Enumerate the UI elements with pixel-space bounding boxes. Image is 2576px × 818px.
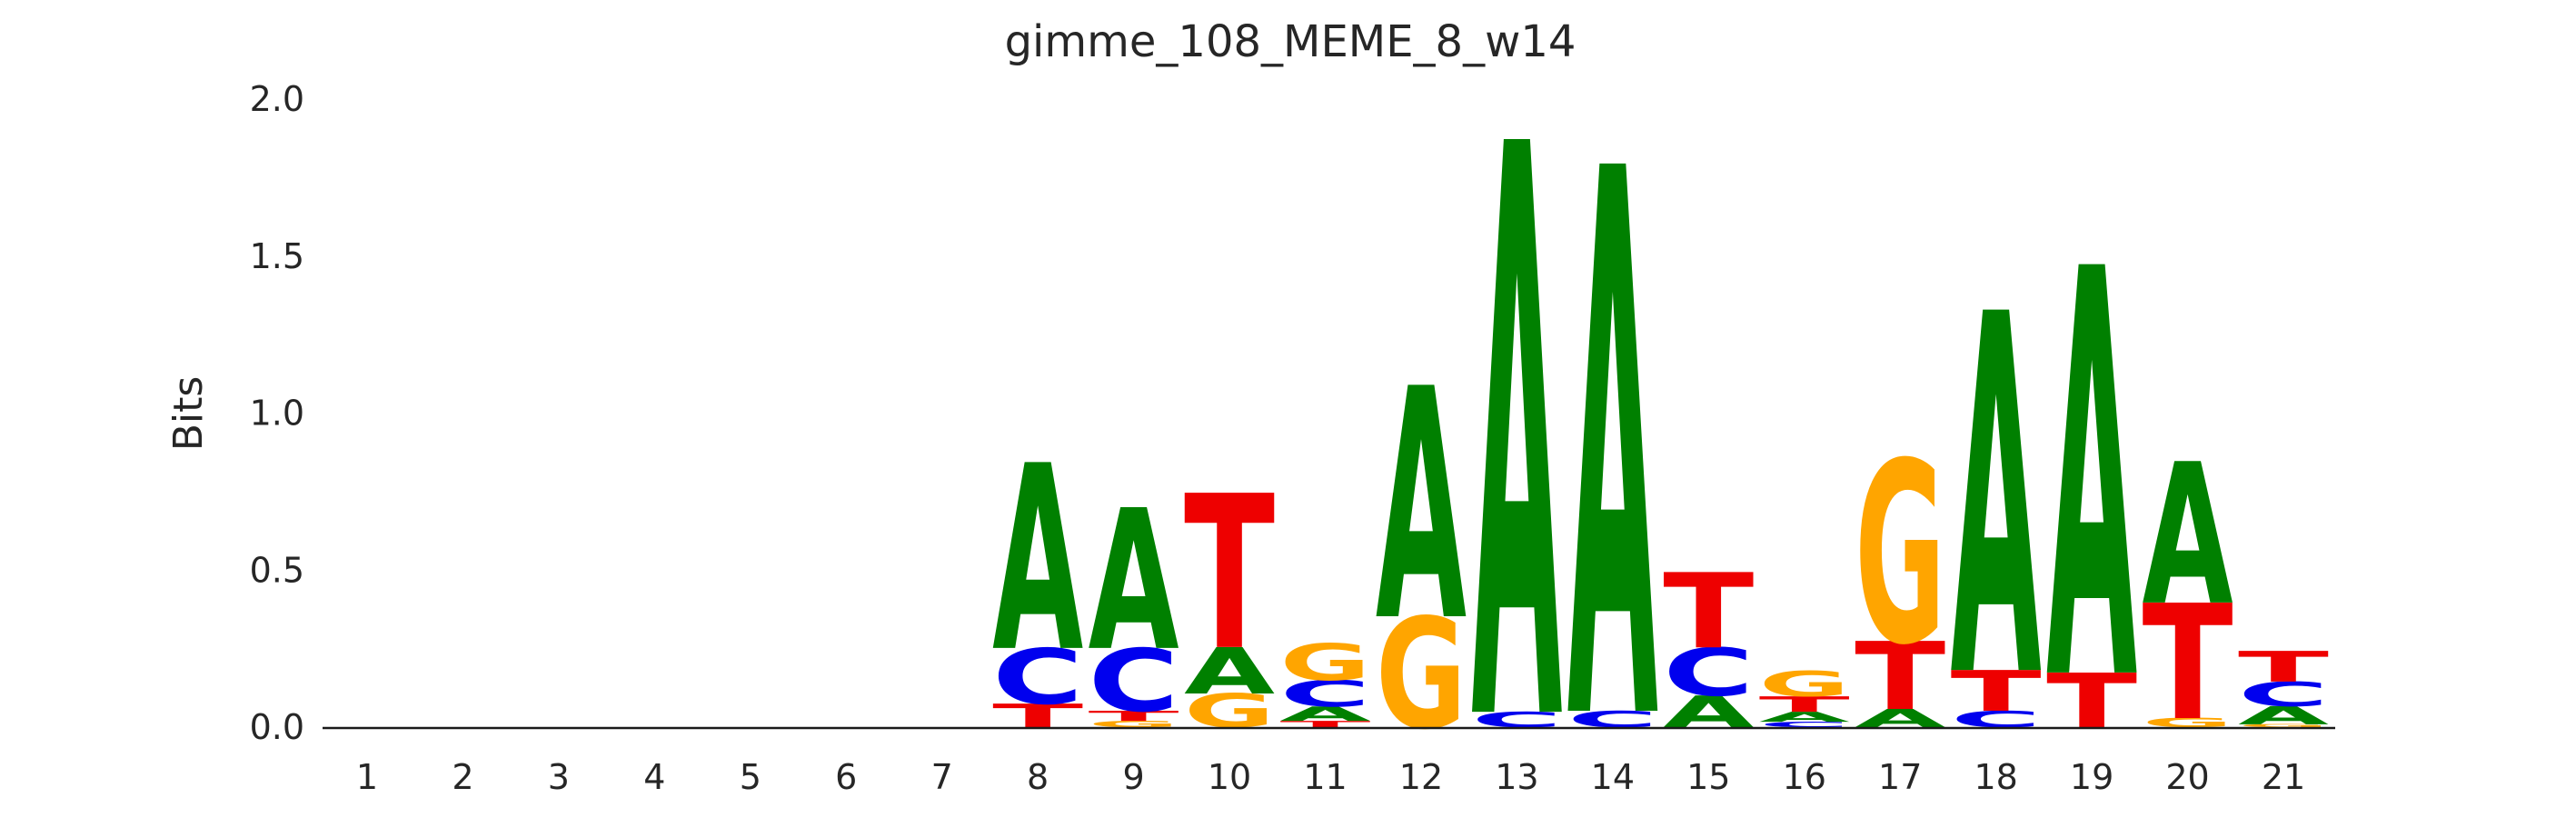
y-axis-ticks: 0.0 0.5 1.0 1.5 2.0 [250, 79, 304, 747]
logo-letter-A-pos14: A [1567, 14, 1659, 818]
x-tick-label: 15 [1686, 757, 1730, 797]
x-tick-label: 20 [2165, 757, 2209, 797]
logo-letter-T-pos10: T [1184, 452, 1275, 698]
logo-letter-A-pos12: A [1376, 322, 1467, 692]
logo-letter-G-pos11: G [1280, 633, 1371, 692]
y-tick-label: 1.5 [250, 236, 304, 276]
logo-letter-G-pos17: G [1855, 411, 1945, 701]
x-tick-label: 18 [1974, 757, 2017, 797]
logo-letter-A-pos15: A [1663, 687, 1754, 737]
logo-letter-T-pos16: T [1759, 693, 1850, 717]
x-tick-label: 7 [931, 757, 953, 797]
logo-letter-G-pos10: G [1184, 684, 1275, 738]
x-tick-label: 21 [2262, 757, 2305, 797]
logo-letter-A-pos20: A [2143, 424, 2233, 649]
x-axis-ticks: 1 2 3 4 5 6 7 8 9 10 11 12 13 14 15 16 17 18 19 20 21 [356, 757, 2305, 797]
x-tick-label: 19 [2070, 757, 2114, 797]
x-tick-label: 8 [1027, 757, 1049, 797]
x-tick-label: 11 [1303, 757, 1347, 797]
logo-letter-C-pos15: C [1663, 634, 1754, 712]
logo-letter-T-pos9: T [1089, 708, 1179, 724]
x-tick-label: 1 [356, 757, 378, 797]
logo-letter-A-pos18: A [1951, 211, 2043, 787]
logo-letter-A-pos11: A [1280, 703, 1371, 725]
logo-letter-T-pos19: T [2046, 657, 2137, 744]
logo-letter-C-pos11: C [1280, 673, 1371, 715]
x-tick-label: 14 [1591, 757, 1635, 797]
logo-letter-A-pos16: A [1759, 709, 1850, 725]
x-tick-label: 16 [1783, 757, 1826, 797]
logo-letter-C-pos9: C [1089, 631, 1179, 731]
logo-letter-G-pos9: G [1089, 719, 1179, 729]
logo-letter-A-pos13: A [1471, 0, 1563, 818]
logo-letter-C-pos21: C [2238, 675, 2329, 714]
logo-letter-G-pos12: G [1376, 587, 1467, 764]
logo-letter-T-pos17: T [1855, 623, 1945, 732]
logo-letter-G-pos21: G [2238, 723, 2329, 728]
logo-letter-T-pos11: T [1280, 719, 1371, 729]
logo-letter-A-pos8: A [992, 413, 1083, 710]
x-tick-label: 3 [548, 757, 570, 797]
logo-letter-A-pos9: A [1089, 470, 1179, 694]
chart-title: gimme_108_MEME_8_w14 [1005, 16, 1576, 67]
x-tick-label: 5 [740, 757, 761, 797]
y-axis-label: Bits [165, 376, 212, 452]
logo-letter-T-pos18: T [1951, 659, 2042, 724]
logo-letter-C-pos8: C [992, 633, 1083, 722]
y-tick-label: 0.0 [250, 707, 304, 747]
y-tick-label: 1.0 [250, 394, 304, 434]
logo-letter-T-pos15: T [1663, 552, 1754, 673]
logo-letter-A-pos10: A [1184, 634, 1275, 709]
logo-letter-T-pos21: T [2238, 643, 2329, 692]
logo-letter-C-pos16: C [1759, 721, 1850, 729]
x-tick-label: 2 [452, 757, 473, 797]
x-tick-label: 9 [1123, 757, 1145, 797]
x-tick-label: 4 [643, 757, 665, 797]
y-tick-label: 2.0 [250, 79, 304, 119]
x-tick-label: 13 [1495, 757, 1538, 797]
logo-letter-A-pos21: A [2238, 702, 2329, 731]
x-tick-label: 10 [1208, 757, 1251, 797]
logo-letter-A-pos19: A [2046, 155, 2138, 805]
x-tick-label: 17 [1878, 757, 1922, 797]
logo-letter-T-pos20: T [2143, 572, 2233, 755]
x-tick-label: 12 [1399, 757, 1443, 797]
y-tick-label: 0.5 [250, 550, 304, 590]
logo-letter-G-pos16: G [1759, 664, 1850, 705]
logo-letter-G-pos20: G [2143, 715, 2233, 730]
x-tick-label: 6 [835, 757, 857, 797]
